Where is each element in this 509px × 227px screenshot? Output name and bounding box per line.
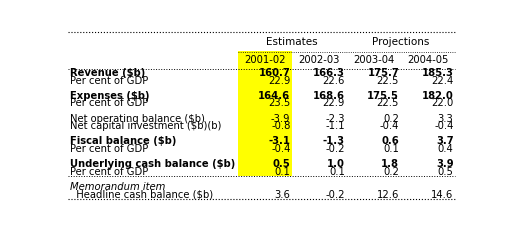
Text: -0.4: -0.4 xyxy=(379,121,399,131)
Text: 168.6: 168.6 xyxy=(312,91,344,101)
Text: -1.3: -1.3 xyxy=(322,136,344,146)
Text: 12.6: 12.6 xyxy=(376,190,399,200)
Text: 22.5: 22.5 xyxy=(376,76,399,86)
Text: -0.8: -0.8 xyxy=(270,121,290,131)
Text: 22.5: 22.5 xyxy=(376,99,399,109)
Text: 175.7: 175.7 xyxy=(366,68,399,78)
Text: Headline cash balance ($b): Headline cash balance ($b) xyxy=(70,190,212,200)
Text: 1.0: 1.0 xyxy=(326,159,344,169)
Text: 164.6: 164.6 xyxy=(258,91,290,101)
Text: 185.3: 185.3 xyxy=(421,68,453,78)
Text: 3.6: 3.6 xyxy=(274,190,290,200)
Text: 0.5: 0.5 xyxy=(272,159,290,169)
Text: 166.3: 166.3 xyxy=(313,68,344,78)
Text: -0.4: -0.4 xyxy=(433,121,453,131)
Text: 182.0: 182.0 xyxy=(421,91,453,101)
Text: -3.9: -3.9 xyxy=(270,114,290,124)
Text: Per cent of GDP: Per cent of GDP xyxy=(70,167,148,177)
Text: 0.2: 0.2 xyxy=(382,114,399,124)
Text: 22.9: 22.9 xyxy=(322,99,344,109)
Text: 0.1: 0.1 xyxy=(274,167,290,177)
Text: Per cent of GDP: Per cent of GDP xyxy=(70,144,148,154)
Text: -0.4: -0.4 xyxy=(270,144,290,154)
Text: 175.5: 175.5 xyxy=(366,91,399,101)
Text: 0.4: 0.4 xyxy=(437,144,453,154)
Text: Projections: Projections xyxy=(371,37,429,47)
Text: 2001-02: 2001-02 xyxy=(244,55,285,65)
Text: 23.5: 23.5 xyxy=(268,99,290,109)
Text: 0.5: 0.5 xyxy=(437,167,453,177)
Text: 3.7: 3.7 xyxy=(435,136,453,146)
Text: -0.2: -0.2 xyxy=(325,190,344,200)
Text: -3.1: -3.1 xyxy=(268,136,290,146)
Text: Memorandum item: Memorandum item xyxy=(70,182,165,192)
Text: 0.1: 0.1 xyxy=(328,167,344,177)
Text: -2.3: -2.3 xyxy=(325,114,344,124)
Text: 2002-03: 2002-03 xyxy=(298,55,339,65)
Text: Net operating balance ($b): Net operating balance ($b) xyxy=(70,114,204,124)
Text: 22.9: 22.9 xyxy=(268,76,290,86)
Text: Estimates: Estimates xyxy=(266,37,317,47)
Text: 22.6: 22.6 xyxy=(322,76,344,86)
Text: -0.2: -0.2 xyxy=(325,144,344,154)
Text: 2004-05: 2004-05 xyxy=(406,55,448,65)
Text: 0.6: 0.6 xyxy=(381,136,399,146)
Text: 0.2: 0.2 xyxy=(382,167,399,177)
Text: 160.7: 160.7 xyxy=(258,68,290,78)
Text: 22.4: 22.4 xyxy=(431,76,453,86)
Text: 2003-04: 2003-04 xyxy=(352,55,393,65)
Text: Per cent of GDP: Per cent of GDP xyxy=(70,76,148,86)
Text: Fiscal balance ($b): Fiscal balance ($b) xyxy=(70,136,176,146)
Text: 1.8: 1.8 xyxy=(380,159,399,169)
Text: 0.1: 0.1 xyxy=(382,144,399,154)
Text: -1.1: -1.1 xyxy=(325,121,344,131)
Text: 3.3: 3.3 xyxy=(437,114,453,124)
Text: Revenue ($b): Revenue ($b) xyxy=(70,68,145,78)
Text: Per cent of GDP: Per cent of GDP xyxy=(70,99,148,109)
Text: 14.6: 14.6 xyxy=(431,190,453,200)
Text: Net capital investment ($b)(b): Net capital investment ($b)(b) xyxy=(70,121,220,131)
Text: 3.9: 3.9 xyxy=(435,159,453,169)
Text: 22.0: 22.0 xyxy=(431,99,453,109)
Bar xyxy=(237,51,292,176)
Text: Underlying cash balance ($b): Underlying cash balance ($b) xyxy=(70,159,235,169)
Text: Expenses ($b): Expenses ($b) xyxy=(70,91,149,101)
